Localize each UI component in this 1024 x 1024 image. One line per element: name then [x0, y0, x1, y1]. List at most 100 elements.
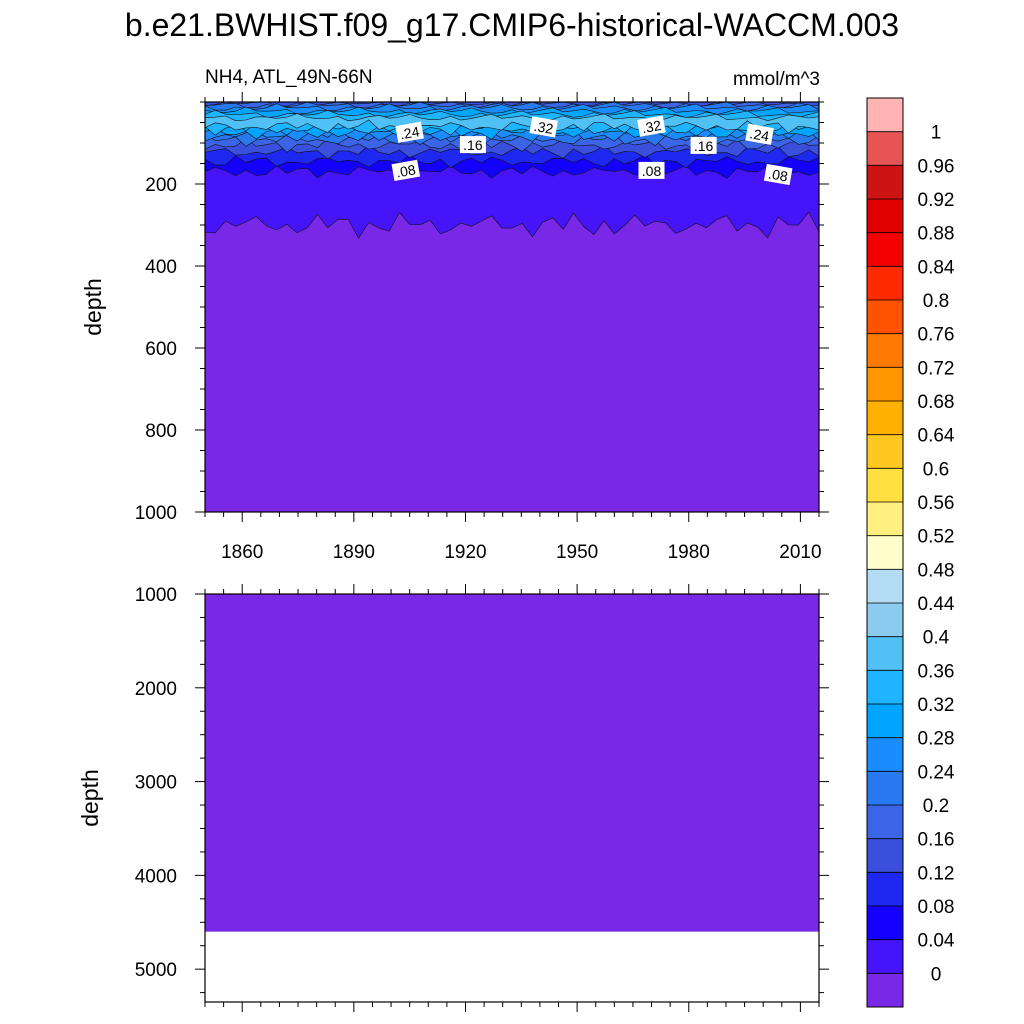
contour-label-box	[638, 161, 665, 179]
colorbar-swatch	[867, 199, 903, 234]
colorbar-label: 0.8	[923, 291, 949, 312]
contour-label-text: .24	[749, 125, 771, 144]
contour-label: .24	[745, 123, 774, 145]
colorbar-swatch	[867, 468, 903, 503]
colorbar-swatch	[867, 401, 903, 436]
colorbar-swatch	[867, 535, 903, 570]
contour-label-text: .08	[767, 165, 789, 184]
y-tick-label: 3000	[135, 773, 177, 794]
colorbar-swatch	[867, 266, 903, 301]
y-tick-label: 1000	[135, 503, 177, 524]
colorbar-swatch	[867, 333, 903, 368]
lower-fill-level-0	[205, 594, 819, 932]
y-tick-label: 5000	[135, 960, 177, 981]
upper-y-axis: 200 400 600 800 1000	[135, 101, 829, 524]
colorbar-swatch	[867, 232, 903, 267]
contour-label-box	[459, 136, 486, 154]
y-tick-label: 600	[145, 339, 177, 360]
colorbar-label: 0.36	[918, 661, 955, 682]
y-tick-label: 200	[145, 175, 177, 196]
colorbar-swatch	[867, 771, 903, 806]
colorbar-swatch	[867, 434, 903, 469]
upper-x-axis: 1860 1890 1920 1950 1980 2010	[204, 92, 822, 563]
colorbar-swatch	[867, 737, 903, 772]
colorbar-label: 0.96	[918, 156, 955, 177]
colorbar-label: 0.24	[918, 762, 955, 783]
contour-label: .08	[391, 159, 421, 182]
figure-title: b.e21.BWHIST.f09_g17.CMIP6-historical-WA…	[125, 7, 899, 43]
contour-label: .24	[395, 121, 424, 143]
colorbar-label: 0.04	[918, 931, 955, 952]
contour-label: .08	[763, 163, 793, 186]
x-tick-label: 1920	[444, 542, 486, 563]
colorbar-label: 1	[931, 123, 942, 144]
colorbar-swatch	[867, 670, 903, 705]
colorbar-swatch	[867, 939, 903, 974]
contour-label-text: .32	[533, 118, 555, 137]
lower-x-axis	[204, 584, 820, 1012]
colorbar-label: 0.76	[918, 325, 955, 346]
colorbar-label: 0.4	[923, 628, 950, 649]
upper-panel: .24 .16 .32 .32 .16 .24 .08 .08 .08 200 400 600 800…	[80, 92, 829, 563]
y-tick-label: 1000	[135, 585, 177, 606]
x-tick-label: 1950	[556, 542, 598, 563]
colorbar-swatch	[867, 569, 903, 604]
colorbar-label: 0.56	[918, 493, 955, 514]
contour-label: .16	[459, 136, 486, 154]
lower-plot-frame	[204, 593, 820, 1003]
colorbar-label: 0.16	[918, 830, 955, 851]
contour-label-box	[690, 136, 717, 154]
colorbar: 1 0.96 0.92 0.88 0.84 0.8 0.76 0.72 0.68 0.64 0.6 0…	[866, 97, 955, 1008]
colorbar-label: 0.92	[918, 190, 955, 211]
colorbar-label: 0.08	[918, 897, 955, 918]
contour-label-box	[395, 121, 424, 143]
colorbar-swatch	[867, 805, 903, 840]
contour-label: .32	[637, 115, 666, 137]
x-tick-label: 2010	[779, 542, 821, 563]
y-tick-label: 2000	[135, 679, 177, 700]
colorbar-swatch	[867, 367, 903, 402]
colorbar-label: 0.2	[923, 796, 949, 817]
colorbar-label: 0	[931, 964, 942, 985]
contour-label-text: .16	[694, 138, 714, 154]
lower-panel: 1000 2000 3000 4000 5000 depth	[77, 584, 829, 1012]
colorbar-label: 0.88	[918, 224, 955, 245]
contour-label-box	[745, 123, 774, 145]
colorbar-swatch	[867, 704, 903, 739]
colorbar-swatch	[867, 636, 903, 671]
y-tick-label: 400	[145, 257, 177, 278]
colorbar-label: 0.64	[918, 426, 955, 447]
contour-label-text: .32	[641, 117, 663, 136]
contour-label-text: .08	[642, 163, 662, 179]
contour-label: .32	[529, 116, 558, 138]
colorbar-swatch	[867, 603, 903, 638]
colorbar-swatch	[867, 872, 903, 907]
lower-y-axis: 1000 2000 3000 4000 5000	[135, 585, 829, 994]
colorbar-swatch	[867, 131, 903, 166]
colorbar-swatch	[867, 973, 903, 1008]
colorbar-frame	[866, 97, 904, 1008]
lower-y-axis-title: depth	[77, 769, 103, 827]
colorbar-swatch	[867, 165, 903, 200]
colorbar-swatch	[867, 502, 903, 537]
colorbar-label: 0.12	[918, 863, 955, 884]
colorbar-label: 0.44	[918, 594, 955, 615]
colorbar-label: 0.84	[918, 257, 955, 278]
colorbar-label: 0.6	[923, 459, 949, 480]
contour-label: .08	[638, 161, 665, 179]
contour-label: .16	[690, 136, 717, 154]
y-tick-label: 4000	[135, 866, 177, 887]
contour-label-text: .08	[395, 161, 417, 180]
contour-label-box	[529, 116, 558, 138]
contour-label-text: .24	[399, 123, 421, 142]
colorbar-label: 0.28	[918, 729, 955, 750]
contour-label-box	[391, 159, 421, 182]
upper-contour-labels: .24 .16 .32 .32 .16 .24 .08 .08 .08	[391, 115, 793, 186]
colorbar-label: 0.32	[918, 695, 955, 716]
units-label: mmol/m^3	[733, 69, 820, 90]
colorbar-label: 0.72	[918, 358, 955, 379]
x-tick-label: 1980	[668, 542, 710, 563]
contour-label-text: .16	[463, 137, 483, 153]
colorbar-swatch	[867, 300, 903, 335]
lower-contour-fill	[205, 594, 819, 932]
